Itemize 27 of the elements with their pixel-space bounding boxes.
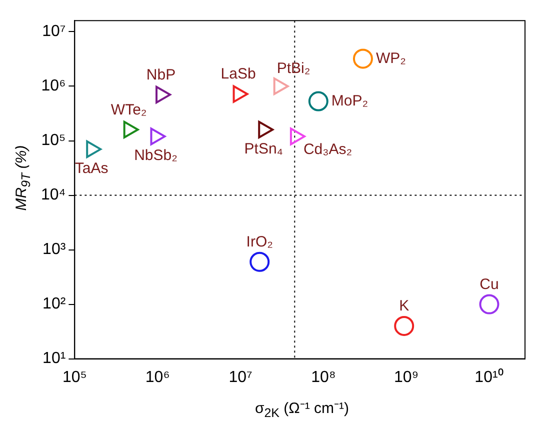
y-tick-label: 10³ <box>42 241 66 258</box>
x-axis-title: σ$_{2K}$ (Ω⁻¹ cm⁻¹) <box>254 399 350 420</box>
series-label: Cu <box>480 276 499 293</box>
x-tick-label: 10⁶ <box>145 368 170 386</box>
series-label: MoP₂ <box>331 92 368 110</box>
series-label: PtBi₂ <box>276 60 310 77</box>
x-tick-label: 10⁸ <box>311 368 336 386</box>
series-label: TaAs <box>74 160 108 177</box>
series-label: NbSb₂ <box>134 147 178 164</box>
x-tick-label: 10⁷ <box>228 368 252 386</box>
y-tick-label: 10⁵ <box>41 132 66 150</box>
y-tick-label: 10⁷ <box>42 23 66 40</box>
y-tick-label: 10¹ <box>42 350 66 368</box>
x-tick-label: 10⁹ <box>394 368 419 386</box>
y-tick-label: 10² <box>42 296 66 313</box>
y-tick-label: 10⁴ <box>41 186 66 204</box>
x-tick-label: 10¹⁰ <box>474 368 504 386</box>
series-label: WP₂ <box>376 50 406 67</box>
series-label: LaSb <box>220 66 256 83</box>
series-label: IrO₂ <box>246 234 274 251</box>
y-tick-label: 10⁶ <box>41 78 66 95</box>
series-label: K <box>399 298 410 315</box>
x-tick-label: 10⁵ <box>62 368 87 386</box>
series-label: NbP <box>146 66 176 84</box>
series-label: WTe₂ <box>110 101 147 118</box>
series-label: PtSn₄ <box>244 140 283 158</box>
series-label: Cd₃As₂ <box>303 141 352 158</box>
